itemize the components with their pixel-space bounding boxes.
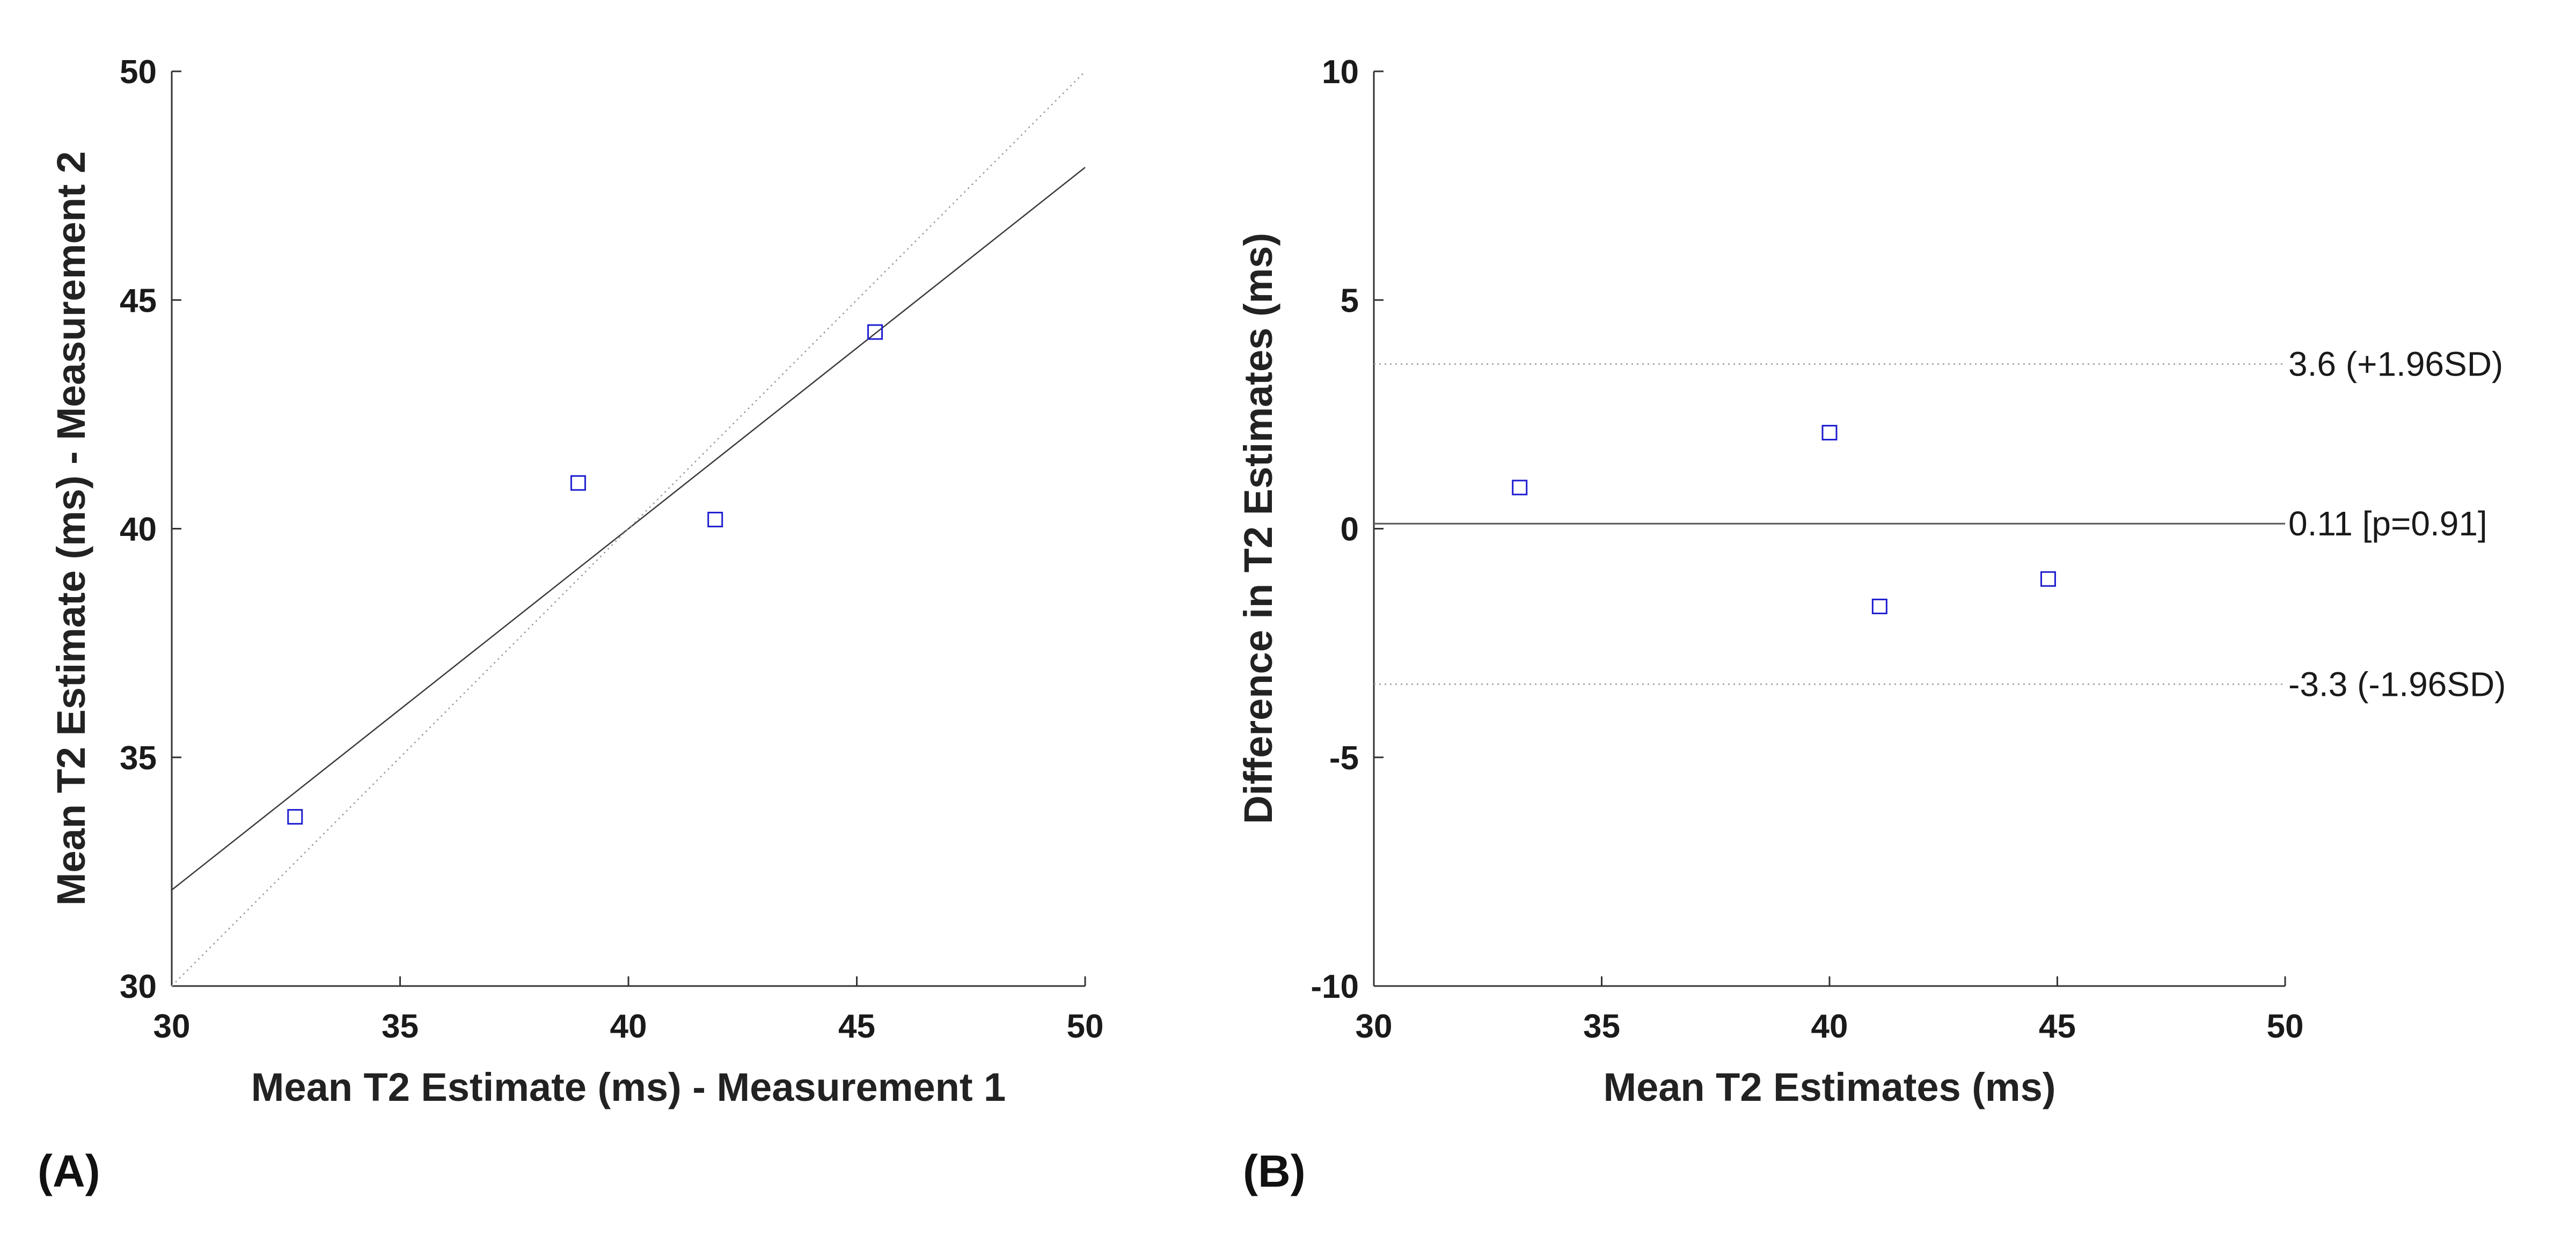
- data-point: [1871, 598, 1887, 614]
- data-point: [2040, 571, 2057, 587]
- panel-a-chart: 30 35 40 45 50 30 35 40 45 50 Mean T2 Estimate (…: [38, 54, 1103, 1196]
- panel-b-points: [1512, 424, 2057, 614]
- y-tick-label: -5: [1329, 740, 1359, 777]
- x-tick-label: 35: [1583, 1008, 1620, 1045]
- data-point: [1821, 424, 1838, 440]
- x-tick-label: 50: [2267, 1008, 2304, 1045]
- panel-a-y-ticks: 30 35 40 45 50: [120, 54, 181, 1005]
- panel-b-reference-lines: 3.6 (+1.96SD) 0.11 [p=0.91] -3.3 (-1.96SD): [1374, 345, 2506, 703]
- panel-a-x-label: Mean T2 Estimate (ms) - Measurement 1: [251, 1065, 1006, 1109]
- y-tick-label: 10: [1322, 54, 1359, 91]
- y-tick-label: 45: [120, 282, 157, 319]
- y-tick-label: 5: [1341, 282, 1359, 319]
- panel-b-label: (B): [1243, 1146, 1306, 1196]
- reference-line-label: 3.6 (+1.96SD): [2288, 345, 2503, 384]
- y-tick-label: -10: [1311, 968, 1359, 1005]
- x-tick-label: 40: [1811, 1008, 1848, 1045]
- panel-a-lines: [171, 71, 1086, 987]
- y-tick-label: 50: [120, 54, 157, 91]
- y-tick-label: 0: [1341, 511, 1359, 548]
- panel-a-points: [287, 324, 883, 825]
- panel-b-y-label: Difference in T2 Estimates (ms): [1236, 233, 1280, 824]
- regression-line: [171, 167, 1086, 891]
- data-point: [707, 511, 723, 527]
- x-tick-label: 35: [382, 1008, 419, 1045]
- panel-a-label: (A): [38, 1146, 100, 1196]
- panel-b-x-ticks: 30 35 40 45 50: [1356, 976, 2304, 1045]
- x-tick-label: 45: [838, 1008, 875, 1045]
- data-point: [570, 475, 586, 491]
- reference-line-label: -3.3 (-1.96SD): [2288, 665, 2506, 703]
- panel-a-y-label: Mean T2 Estimate (ms) - Measurement 2: [49, 151, 93, 906]
- y-tick-label: 30: [120, 968, 157, 1005]
- y-tick-label: 40: [120, 511, 157, 548]
- data-point: [867, 324, 883, 340]
- identity-line: [171, 71, 1086, 987]
- panel-b-chart: -10 -5 0 5 10 30 35 40 45 50 3.6 (+1.96SD) 0.11 […: [1236, 54, 2506, 1196]
- panel-a-x-ticks: 30 35 40 45 50: [153, 976, 1104, 1045]
- panel-b-x-label: Mean T2 Estimates (ms): [1603, 1065, 2055, 1109]
- y-tick-label: 35: [120, 740, 157, 777]
- data-point: [287, 809, 303, 825]
- x-tick-label: 40: [610, 1008, 647, 1045]
- x-tick-label: 50: [1067, 1008, 1104, 1045]
- x-tick-label: 45: [2039, 1008, 2076, 1045]
- panel-b-y-ticks: -10 -5 0 5 10: [1311, 54, 1384, 1005]
- reference-line-label: 0.11 [p=0.91]: [2288, 504, 2487, 543]
- x-tick-label: 30: [1356, 1008, 1393, 1045]
- x-tick-label: 30: [153, 1008, 191, 1045]
- data-point: [1512, 480, 1528, 496]
